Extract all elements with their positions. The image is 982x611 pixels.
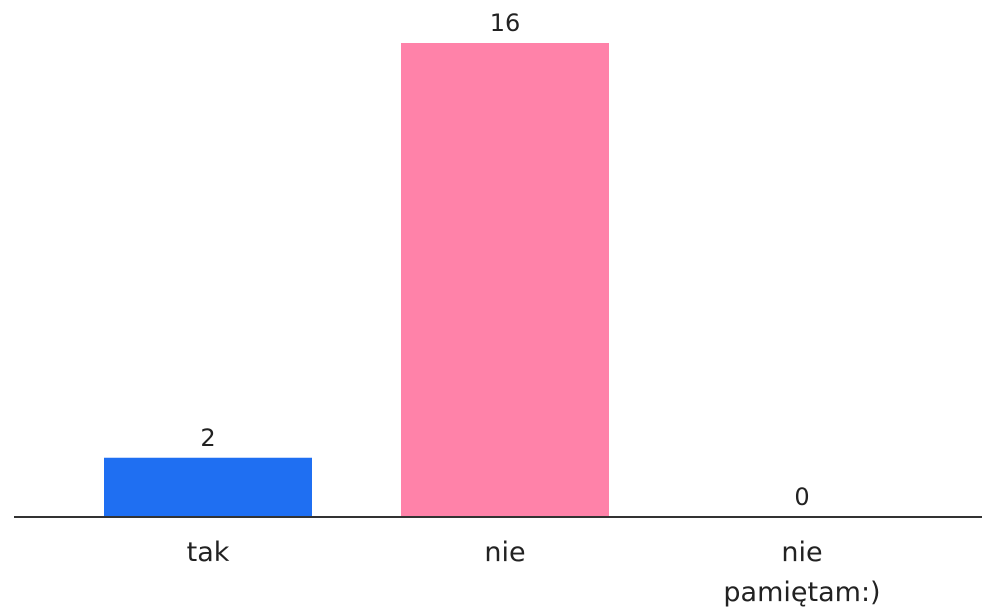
category-label-1: nie <box>484 537 525 568</box>
bars-group <box>104 43 609 517</box>
value-labels-group: 2 16 0 <box>200 9 809 511</box>
value-label-1: 16 <box>490 9 521 37</box>
value-label-2: 0 <box>794 483 809 511</box>
category-label-2: nie pamiętam:) <box>723 537 880 608</box>
bar-1 <box>401 43 609 517</box>
value-label-0: 2 <box>200 424 215 452</box>
category-label-line: nie <box>781 537 822 568</box>
bar-0 <box>104 457 312 517</box>
category-label-line: pamiętam:) <box>723 577 880 608</box>
category-label-line: nie <box>484 537 525 568</box>
category-label-line: tak <box>187 537 230 568</box>
category-labels-group: tak nie nie pamiętam:) <box>187 537 881 608</box>
category-label-0: tak <box>187 537 230 568</box>
